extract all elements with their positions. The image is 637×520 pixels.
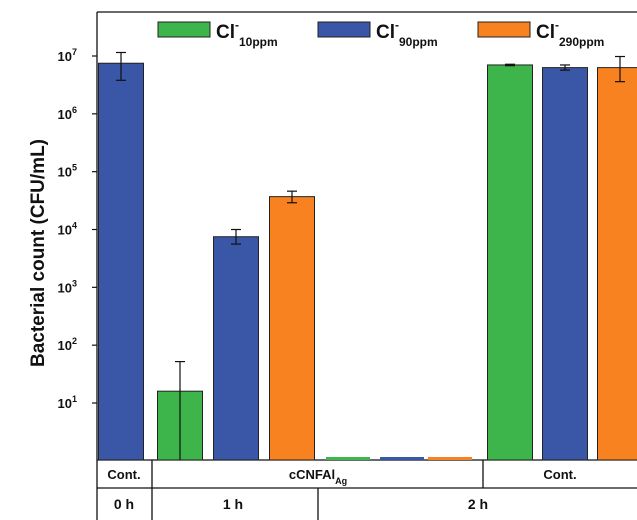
bar — [597, 67, 637, 461]
y-tick-label: 106 — [58, 105, 77, 122]
category-table: Cont. cCNFAlAg Cont. 0 h 1 h 2 h — [96, 460, 637, 520]
y-tick-label: 107 — [58, 47, 77, 64]
error-bar — [116, 51, 126, 81]
bar — [213, 236, 259, 461]
y-tick-label: 103 — [58, 278, 77, 295]
plot-area: 101 102 103 104 105 106 107 — [58, 11, 637, 461]
legend: Cl-10ppm Cl-90ppm Cl-290ppm — [157, 18, 604, 49]
bar — [542, 67, 588, 461]
group-label: cCNFAlAg — [289, 467, 347, 486]
error-bar — [231, 228, 241, 245]
legend-swatch — [477, 21, 531, 38]
bar — [98, 62, 144, 461]
y-tick-label: 102 — [58, 336, 77, 353]
group-label: Cont. — [543, 467, 576, 482]
legend-swatch — [157, 21, 211, 38]
error-bar — [175, 360, 185, 460]
bar — [326, 457, 370, 460]
bar — [380, 457, 424, 460]
bar — [269, 196, 315, 461]
legend-item: Cl-10ppm — [157, 18, 278, 49]
error-bar — [560, 64, 570, 71]
legend-item: Cl-290ppm — [477, 18, 604, 49]
bar — [428, 457, 472, 460]
error-bar — [505, 63, 515, 67]
legend-label: Cl-10ppm — [216, 18, 278, 49]
time-label: 0 h — [114, 496, 134, 512]
group-label: Cont. — [107, 467, 140, 482]
legend-swatch — [317, 21, 371, 38]
legend-item: Cl-90ppm — [317, 18, 438, 49]
bar — [487, 64, 533, 461]
error-bar — [287, 190, 297, 204]
time-label: 2 h — [468, 496, 488, 512]
y-axis-title: Bacterial count (CFU/mL) — [28, 139, 49, 367]
y-axis-title-group: Bacterial count (CFU/mL) — [28, 139, 49, 367]
time-label: 1 h — [223, 496, 243, 512]
legend-label: Cl-90ppm — [376, 18, 438, 49]
y-tick-label: 104 — [58, 221, 77, 238]
legend-label: Cl-290ppm — [536, 18, 604, 49]
error-bar — [615, 55, 625, 83]
y-tick-label: 101 — [58, 394, 77, 411]
y-tick-label: 105 — [58, 163, 77, 180]
